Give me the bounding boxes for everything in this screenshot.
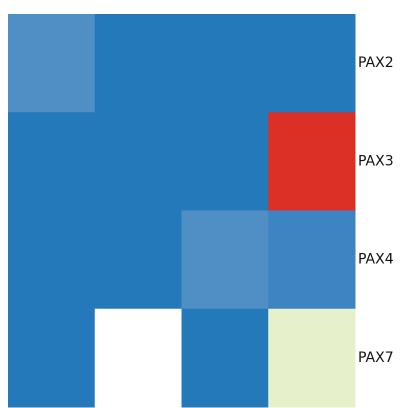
heatmap-cell-pax4-col-3 — [181, 210, 269, 310]
heatmap-cells — [8, 14, 356, 408]
heatmap-cell-pax7-col-2 — [94, 308, 182, 408]
heatmap-cell-pax2-col-4 — [268, 14, 356, 113]
heatmap-cell-pax3-col-4 — [268, 112, 356, 211]
heatmap-cell-pax2-col-1 — [8, 14, 96, 113]
row-label-pax7: PAX7 — [358, 350, 394, 366]
row-label-pax4: PAX4 — [358, 252, 394, 268]
heatmap-cell-pax4-col-1 — [8, 210, 96, 310]
heatmap-cell-pax3-col-1 — [8, 112, 96, 211]
heatmap-cell-pax4-col-4 — [268, 210, 356, 310]
heatmap-cell-pax7-col-1 — [8, 308, 96, 408]
heatmap-cell-pax3-col-3 — [181, 112, 269, 211]
row-label-pax3: PAX3 — [358, 153, 394, 169]
heatmap-cell-pax2-col-3 — [181, 14, 269, 113]
row-labels: PAX2 PAX3 PAX4 PAX7 — [358, 55, 394, 366]
heatmap-cell-pax3-col-2 — [94, 112, 182, 211]
heatmap-cell-pax4-col-2 — [94, 210, 182, 310]
row-label-pax2: PAX2 — [358, 55, 394, 71]
heatmap-cell-pax7-col-3 — [181, 308, 269, 408]
heatmap-cell-pax7-col-4 — [268, 308, 356, 408]
heatmap-cell-pax2-col-2 — [94, 14, 182, 113]
